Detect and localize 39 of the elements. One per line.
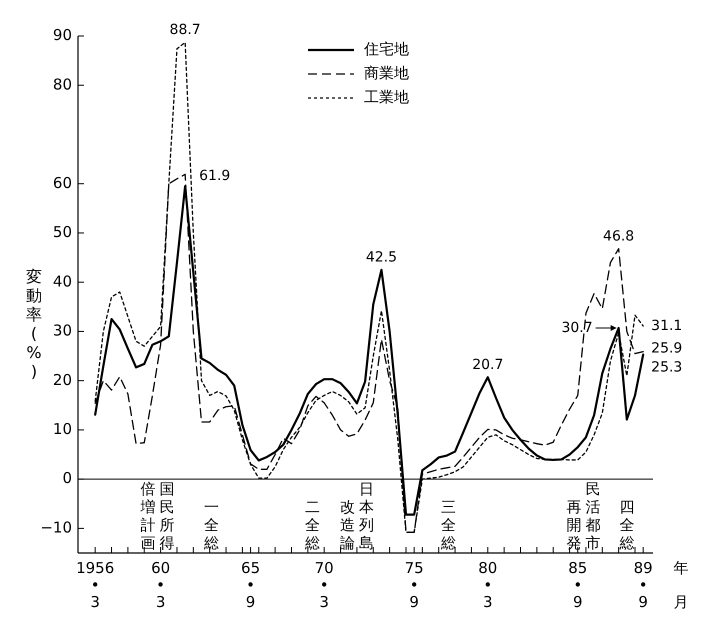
x-tick-label: 60 • 3: [151, 559, 170, 611]
data-label: 30.7: [561, 320, 593, 336]
x-tick-label: 65 • 9: [241, 559, 260, 611]
annotation: 二全総: [304, 498, 320, 552]
y-tick-label: 10: [52, 420, 72, 438]
data-label: 46.8: [603, 228, 634, 245]
text: 民活都市再開発: [566, 480, 600, 552]
x-tick-label: 85 • 9: [568, 559, 588, 611]
x-axis-title: 年月: [674, 559, 688, 611]
x-tick-label: 1956 • 3: [76, 559, 114, 611]
legend-label: 商業地: [364, 64, 409, 82]
data-label: 61.9: [199, 168, 230, 184]
legend-label: 住宅地: [363, 40, 409, 58]
y-tick-label: 60: [52, 174, 72, 192]
x-tick-label: 80 • 3: [478, 559, 498, 611]
y-tick-label: 0: [62, 469, 72, 488]
y-tick-label: −10: [40, 518, 72, 536]
data-label: 31.1: [651, 318, 682, 334]
data-label: 88.7: [170, 22, 201, 38]
data-label: 42.5: [366, 250, 398, 266]
y-tick-label: 90: [52, 26, 72, 44]
x-tick-label: 89 • 9: [634, 559, 653, 611]
legend-label: 工業地: [364, 88, 409, 106]
x-tick-label: 70 • 3: [314, 559, 334, 611]
annotation: 三全総: [440, 498, 456, 552]
y-tick-label: 50: [52, 223, 72, 242]
y-tick-label: 40: [52, 272, 72, 290]
data-label: 25.9: [651, 340, 682, 356]
annotation: 四全総: [618, 498, 634, 552]
annotation: 一全総: [202, 498, 219, 552]
x-tick-label: 75 • 9: [404, 559, 424, 611]
y-tick-label: 80: [52, 75, 72, 94]
y-tick-label: 30: [52, 322, 72, 340]
y-axis-title: 変動率(%): [26, 267, 42, 382]
text: 日本列島改造論: [340, 480, 374, 552]
data-label: 25.3: [651, 359, 682, 376]
data-label: 20.7: [472, 357, 504, 374]
text: 国民所得倍増計画: [140, 480, 174, 552]
y-tick-label: 20: [52, 370, 72, 389]
